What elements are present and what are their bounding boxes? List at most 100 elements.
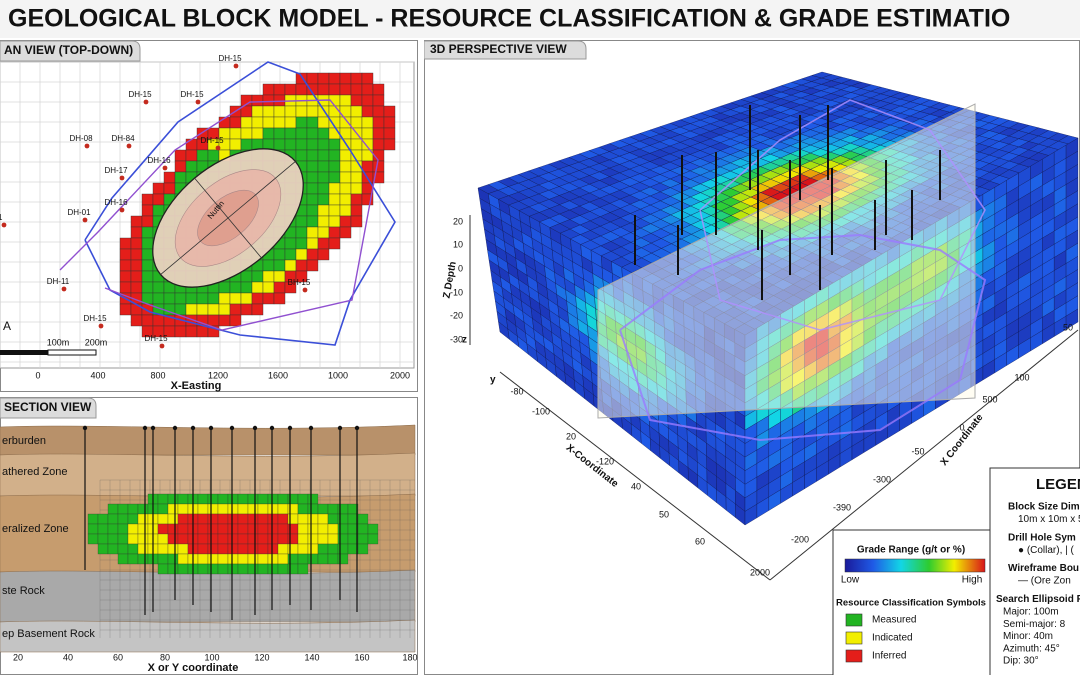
block	[107, 513, 119, 525]
block	[207, 503, 219, 515]
block	[251, 105, 264, 118]
block	[295, 270, 308, 283]
drill-hole-label: DH-08	[69, 134, 93, 143]
block	[357, 543, 369, 555]
drill-hole-collar	[229, 425, 235, 431]
block	[163, 182, 176, 195]
block	[130, 226, 143, 239]
block	[97, 523, 109, 535]
block	[247, 503, 259, 515]
block	[372, 127, 385, 140]
block	[284, 105, 297, 118]
drill-hole-collar	[126, 143, 132, 149]
block	[339, 149, 352, 162]
block	[357, 513, 369, 525]
block	[207, 563, 219, 575]
drill-hole-collar	[150, 425, 156, 431]
block	[317, 138, 330, 151]
block	[372, 105, 385, 118]
block	[257, 503, 269, 515]
block	[327, 543, 339, 555]
block	[317, 171, 330, 184]
block	[227, 503, 239, 515]
block	[297, 513, 309, 525]
block	[227, 493, 239, 505]
right-tick-label: -50	[911, 446, 924, 456]
block	[277, 523, 289, 535]
block	[157, 553, 169, 565]
block	[141, 314, 154, 327]
drill-hole-collar	[287, 425, 293, 431]
legend-heading: Drill Hole Sym	[1008, 532, 1076, 543]
block	[295, 138, 308, 151]
block	[339, 83, 352, 96]
legend-heading: Wireframe Bou	[1008, 563, 1079, 574]
legend-swatch	[845, 649, 863, 663]
block	[130, 314, 143, 327]
block	[130, 248, 143, 261]
x-tick-label: 0	[35, 370, 40, 380]
search-ellipse: Nuttin	[152, 148, 304, 288]
panel-title: 3D PERSPECTIVE VIEW	[430, 42, 567, 56]
block	[257, 493, 269, 505]
block	[295, 127, 308, 140]
block	[157, 523, 169, 535]
block	[317, 237, 330, 250]
block	[317, 149, 330, 162]
scale-label: 200m	[85, 337, 108, 347]
x-tick-label: 60	[113, 652, 123, 662]
block	[361, 72, 374, 85]
block	[167, 493, 179, 505]
block	[262, 259, 275, 272]
block	[339, 226, 352, 239]
block	[167, 533, 179, 545]
block	[328, 83, 341, 96]
block	[383, 105, 396, 118]
block	[107, 543, 119, 555]
panel-title: SECTION VIEW	[4, 400, 92, 414]
block	[157, 533, 169, 545]
scale-bar	[47, 349, 97, 356]
drill-hole-label: DH-84	[111, 134, 135, 143]
block	[328, 171, 341, 184]
block	[307, 493, 319, 505]
block	[267, 503, 279, 515]
block	[127, 503, 139, 515]
block	[350, 138, 363, 151]
top-face-block	[1057, 135, 1079, 144]
legend-line: Dip: 30°	[1003, 656, 1039, 667]
block	[119, 270, 132, 283]
panel-tab	[0, 397, 97, 419]
drill-hole-collar	[195, 99, 201, 105]
block	[127, 513, 139, 525]
block	[306, 149, 319, 162]
block	[251, 303, 264, 316]
block	[174, 171, 187, 184]
block	[350, 116, 363, 129]
block	[127, 523, 139, 535]
drill-hole-label: DH-15	[128, 90, 152, 99]
drill-hole-collar	[302, 287, 308, 293]
block	[277, 553, 289, 565]
block	[247, 513, 259, 525]
block	[350, 215, 363, 228]
block	[174, 303, 187, 316]
block	[157, 563, 169, 575]
block	[185, 325, 198, 338]
scale-label: 100m	[47, 337, 70, 347]
block	[227, 523, 239, 535]
block	[357, 533, 369, 545]
block	[297, 533, 309, 545]
block	[262, 83, 275, 96]
block	[117, 553, 129, 565]
block	[217, 513, 229, 525]
block	[137, 553, 149, 565]
block	[130, 281, 143, 294]
block	[157, 493, 169, 505]
block	[177, 563, 189, 575]
z-tick-label: -30	[450, 334, 463, 344]
drill-hole-label: DH-15	[218, 54, 242, 63]
block	[306, 248, 319, 261]
block	[273, 281, 286, 294]
block	[217, 543, 229, 555]
